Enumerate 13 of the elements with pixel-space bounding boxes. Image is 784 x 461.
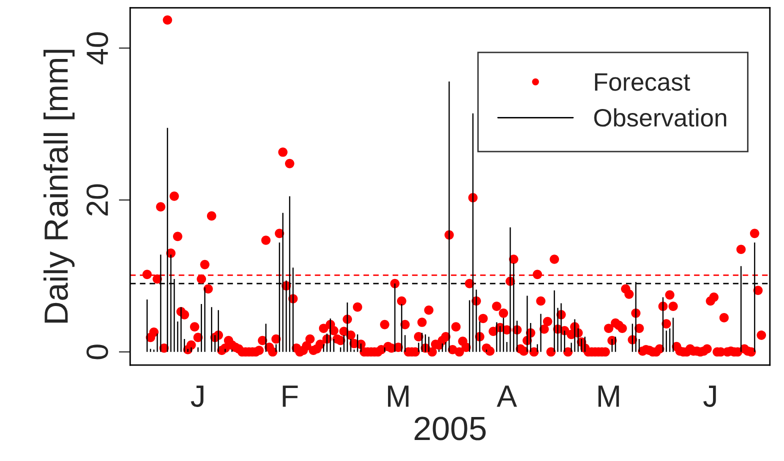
x-tick-label: J <box>703 386 716 407</box>
x-axis-title: 2005 <box>414 416 486 440</box>
x-tick-label: J <box>190 386 204 407</box>
y-tick-label: 0 <box>86 344 108 360</box>
legend-label: Forecast <box>595 73 690 91</box>
y-tick-label: 40 <box>86 32 108 64</box>
x-tick-label: M <box>388 386 408 407</box>
y-axis-title: Daily Rainfall [mm] <box>44 50 75 323</box>
x-tick-label: M <box>598 386 619 407</box>
legend-label: Observation <box>594 108 726 127</box>
x-tick-label: A <box>496 386 517 407</box>
x-tick-label: F <box>282 386 298 407</box>
y-tick-label: 20 <box>86 184 108 216</box>
